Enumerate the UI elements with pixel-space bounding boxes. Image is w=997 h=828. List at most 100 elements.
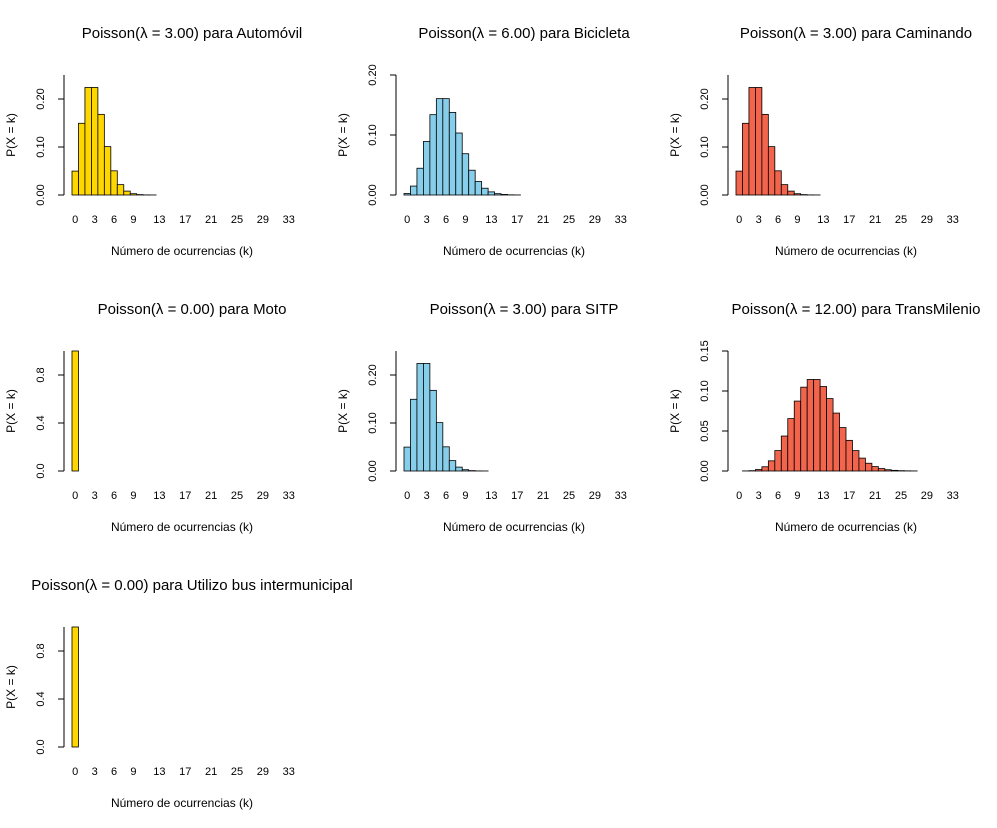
y-axis-label: P(X = k) (336, 113, 350, 157)
bar-k-15 (832, 412, 840, 472)
x-tick-label: 25 (231, 766, 243, 778)
y-axis-label: P(X = k) (4, 113, 18, 157)
x-tick-label: 13 (485, 490, 497, 502)
bar-k-8 (787, 190, 795, 196)
bar-k-17 (845, 439, 853, 472)
bar-k-6 (442, 98, 450, 196)
x-axis-label: Número de ocurrencias (k) (443, 244, 585, 258)
bar-k-11 (806, 379, 815, 472)
x-tick-label: 25 (895, 214, 907, 226)
x-tick-label: 33 (283, 766, 295, 778)
bar-k-4 (761, 466, 769, 472)
bar-k-4 (429, 389, 437, 472)
x-tick-label: 6 (443, 490, 449, 502)
x-tick-label: 0 (404, 214, 410, 226)
bar-k-9 (461, 153, 470, 196)
y-tick-label: 0.10 (699, 380, 711, 401)
x-tick-label: 13 (153, 214, 165, 226)
x-tick-label: 17 (511, 490, 523, 502)
y-tick-label: 0.20 (367, 364, 379, 385)
x-axis-label: Número de ocurrencias (k) (443, 520, 585, 534)
x-tick-label: 33 (947, 214, 959, 226)
x-tick-label: 0 (72, 490, 78, 502)
chart-title: Poisson(λ = 0.00) para Moto (98, 301, 287, 318)
bar-k-0 (71, 350, 79, 472)
x-tick-label: 6 (443, 214, 449, 226)
chart-panel-2: Poisson(λ = 6.00) para Bicicleta 0.00 0.10… (336, 25, 630, 258)
bar-k-5 (435, 98, 444, 196)
x-tick-label: 13 (153, 490, 165, 502)
x-tick-label: 9 (794, 490, 800, 502)
bar-k-22 (877, 468, 886, 472)
x-tick-label: 17 (179, 214, 191, 226)
y-tick-label: 0.10 (699, 136, 711, 157)
bar-k-11 (474, 181, 483, 196)
bar-k-0 (403, 446, 411, 472)
x-tick-label: 9 (130, 766, 136, 778)
x-tick-label: 21 (205, 490, 217, 502)
x-tick-label: 0 (404, 490, 410, 502)
x-tick-label: 29 (921, 214, 933, 226)
y-tick-label: 0.0 (35, 739, 47, 754)
x-tick-label: 33 (615, 490, 627, 502)
x-axis-label: Número de ocurrencias (k) (775, 520, 917, 534)
x-tick-label: 29 (257, 490, 269, 502)
x-tick-label: 6 (111, 214, 117, 226)
x-tick-label: 6 (775, 214, 781, 226)
bar-k-7 (116, 184, 125, 196)
y-axis-label: P(X = k) (668, 113, 682, 157)
y-tick-label: 0.00 (367, 460, 379, 481)
y-tick-label: 0.00 (699, 460, 711, 481)
x-tick-label: 3 (756, 214, 762, 226)
x-tick-label: 13 (153, 766, 165, 778)
chart-panel-5: Poisson(λ = 3.00) para SITP 0.00 0.10 0.20 0… (336, 301, 627, 534)
x-tick-label: 13 (817, 490, 829, 502)
bar-k-6 (110, 170, 118, 196)
x-tick-label: 33 (283, 490, 295, 502)
y-tick-label: 0.00 (35, 184, 47, 205)
y-tick-label: 0.00 (367, 184, 379, 205)
x-tick-label: 33 (283, 214, 295, 226)
x-tick-label: 3 (424, 214, 430, 226)
x-tick-label: 0 (736, 214, 742, 226)
x-tick-label: 3 (92, 490, 98, 502)
y-tick-label: 0.8 (35, 643, 47, 658)
y-axis-label: P(X = k) (4, 389, 18, 433)
x-tick-label: 21 (205, 766, 217, 778)
x-tick-label: 9 (130, 490, 136, 502)
y-axis-label: P(X = k) (4, 665, 18, 709)
bar-k-15 (500, 194, 508, 196)
bar-k-5 (767, 146, 776, 196)
x-tick-label: 21 (537, 490, 549, 502)
bar-k-9 (461, 469, 470, 472)
x-tick-label: 21 (537, 214, 549, 226)
x-tick-label: 0 (72, 766, 78, 778)
bar-k-3 (755, 87, 763, 196)
bar-k-7 (780, 184, 789, 196)
bar-k-3 (91, 87, 99, 196)
bar-k-2 (416, 363, 424, 472)
bar-k-9 (793, 193, 802, 196)
x-axis-label: Número de ocurrencias (k) (111, 520, 253, 534)
x-tick-label: 25 (231, 214, 243, 226)
y-tick-label: 0.8 (35, 367, 47, 382)
x-tick-label: 29 (589, 214, 601, 226)
x-tick-label: 29 (589, 490, 601, 502)
x-tick-label: 3 (92, 766, 98, 778)
chart-title: Poisson(λ = 3.00) para Caminando (740, 25, 972, 42)
y-axis-label: P(X = k) (336, 389, 350, 433)
x-tick-label: 33 (947, 490, 959, 502)
chart-panel-7: Poisson(λ = 0.00) para Utilizo bus inter… (4, 577, 353, 810)
bar-k-8 (787, 418, 795, 472)
chart-panel-1: Poisson(λ = 3.00) para Automóvil 0.00 0.10… (4, 25, 302, 258)
x-tick-label: 9 (462, 490, 468, 502)
bar-k-0 (735, 170, 743, 196)
x-tick-label: 17 (843, 490, 855, 502)
bar-k-14 (826, 398, 834, 472)
y-tick-label: 0.15 (699, 340, 711, 361)
x-tick-label: 6 (775, 490, 781, 502)
x-tick-label: 21 (205, 214, 217, 226)
bar-k-5 (435, 422, 444, 472)
bar-k-12 (813, 379, 821, 472)
x-tick-label: 33 (615, 214, 627, 226)
